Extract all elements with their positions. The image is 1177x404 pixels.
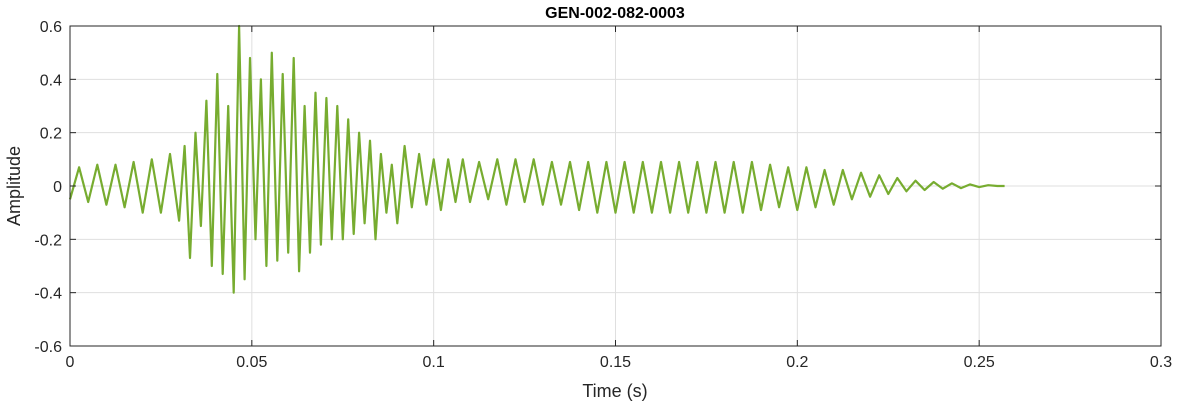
x-tick-label: 0 [66,354,75,371]
x-tick-label: 0.05 [236,354,267,371]
y-tick-label: -0.2 [34,232,62,249]
x-tick-label: 0.1 [423,354,445,371]
y-axis-title: Amplitude [4,146,24,226]
y-tick-labels: 0.6 0.4 0.2 0 -0.2 -0.4 -0.6 [34,19,62,356]
chart-title: GEN-002-082-0003 [545,5,685,22]
x-axis-title: Time (s) [582,381,647,401]
y-tick-label: 0.4 [40,72,62,89]
series-layer [68,24,1005,294]
x-tick-label: 0.15 [600,354,631,371]
x-tick-label: 0.3 [1150,354,1172,371]
y-tick-label: 0 [53,179,62,196]
tick-marks [69,25,1162,347]
y-tick-label: 0.2 [40,126,62,143]
y-tick-label: 0.6 [40,19,62,36]
y-tick-label: -0.6 [34,339,62,356]
x-tick-label: 0.2 [786,354,808,371]
series-line [68,24,1005,294]
y-tick-label: -0.4 [34,286,62,303]
x-tick-label: 0.25 [964,354,995,371]
x-tick-labels: 0 0.05 0.1 0.15 0.2 0.25 0.3 [66,354,1173,371]
